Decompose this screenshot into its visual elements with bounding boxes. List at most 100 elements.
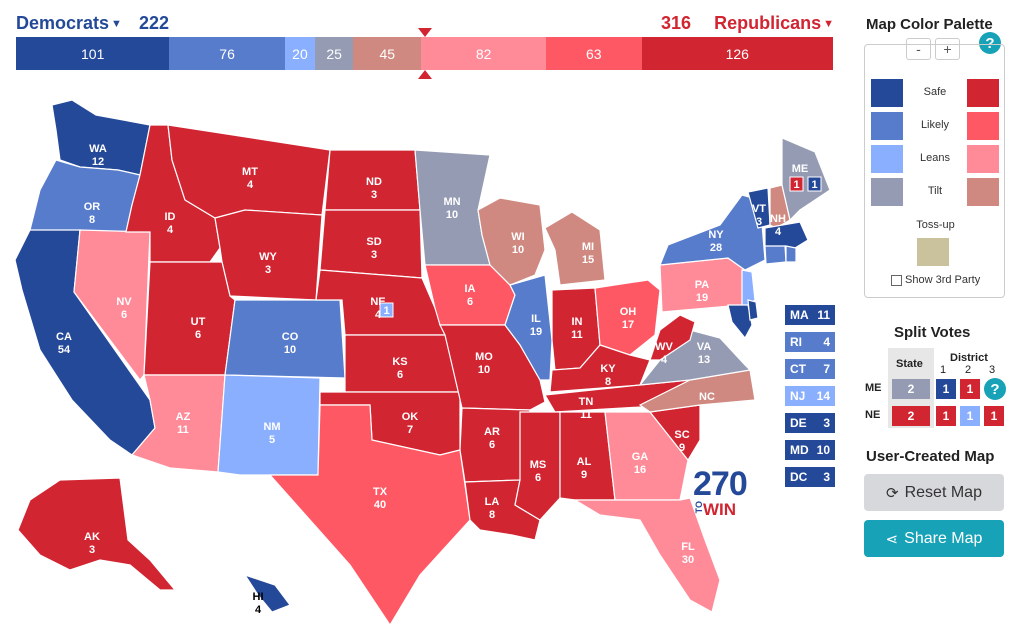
small-state-votes: 10 bbox=[816, 443, 830, 457]
small-state-votes: 3 bbox=[823, 470, 830, 484]
state-nj[interactable] bbox=[741, 269, 756, 312]
swatch-safe-dem[interactable] bbox=[871, 79, 903, 107]
state-label-tx: TX 40 bbox=[373, 486, 388, 511]
swatch-safe-rep[interactable] bbox=[967, 79, 999, 107]
me-state-votes[interactable]: 2 bbox=[892, 379, 930, 399]
share-map-button[interactable]: ⋖ Share Map bbox=[864, 520, 1004, 557]
republicans-total: 316 bbox=[661, 13, 692, 33]
state-or[interactable] bbox=[29, 159, 141, 233]
split-help-icon[interactable]: ? bbox=[984, 378, 1006, 400]
republicans-header[interactable]: 316 Republicans ▼ bbox=[661, 13, 834, 34]
democrats-total: 222 bbox=[138, 13, 169, 33]
ne-district-box[interactable] bbox=[379, 302, 394, 318]
state-ny[interactable] bbox=[659, 194, 766, 271]
state-ak[interactable] bbox=[17, 477, 177, 591]
state-label-mo: MO 10 bbox=[475, 351, 493, 376]
palette-row-leans: Leans bbox=[871, 145, 999, 173]
tally-segment: 76 bbox=[169, 37, 285, 70]
democrats-label[interactable]: Democrats bbox=[16, 13, 110, 33]
share-icon: ⋖ bbox=[885, 530, 899, 548]
ne-district-2[interactable]: 1 bbox=[960, 406, 980, 426]
state-column-header-bg bbox=[888, 348, 934, 376]
state-ri[interactable] bbox=[785, 245, 797, 263]
state-label-va: VA 13 bbox=[697, 341, 712, 366]
me-district-box-rep[interactable] bbox=[789, 176, 804, 192]
state-mi[interactable] bbox=[544, 211, 606, 286]
zoom-in-button[interactable]: + bbox=[935, 38, 960, 60]
me-district-2[interactable]: 1 bbox=[960, 379, 980, 399]
tally-segment: 45 bbox=[353, 37, 422, 70]
swatch-tilt-dem[interactable] bbox=[871, 178, 903, 206]
state-ut[interactable] bbox=[143, 261, 236, 376]
checkbox-icon[interactable] bbox=[891, 274, 902, 286]
state-label-wy: WY 3 bbox=[259, 251, 277, 276]
state-ma[interactable] bbox=[764, 221, 809, 249]
tally-segment: 63 bbox=[545, 37, 642, 70]
state-label-in: IN 11 bbox=[571, 316, 583, 341]
small-state-ma[interactable]: MA 11 bbox=[785, 305, 835, 325]
state-label-il: IL 19 bbox=[530, 313, 542, 338]
state-label-ny: NY 28 bbox=[708, 229, 724, 254]
state-label-wv: WV 4 bbox=[655, 341, 673, 366]
state-de[interactable] bbox=[747, 299, 759, 321]
state-wi[interactable] bbox=[477, 197, 546, 286]
show-third-party-checkbox[interactable]: Show 3rd Party bbox=[891, 274, 980, 286]
me-district-box-dem-label: 1 bbox=[811, 179, 817, 191]
state-label-ut: UT 6 bbox=[191, 316, 206, 341]
tally-segment: 101 bbox=[16, 37, 170, 70]
state-label-nh: NH 4 bbox=[770, 213, 786, 238]
republicans-label[interactable]: Republicans bbox=[714, 13, 822, 33]
small-state-dc[interactable]: DC 3 bbox=[785, 467, 835, 487]
ne-district-1[interactable]: 1 bbox=[936, 406, 956, 426]
ne-state-votes[interactable]: 2 bbox=[892, 406, 930, 426]
swatch-leans-rep[interactable] bbox=[967, 145, 999, 173]
state-label-hi: HI 4 bbox=[253, 591, 264, 616]
swatch-tilt-rep[interactable] bbox=[967, 178, 999, 206]
democrats-header[interactable]: Democrats ▼ 222 bbox=[16, 13, 169, 34]
palette-help-icon[interactable]: ? bbox=[979, 32, 1001, 54]
small-state-ct[interactable]: CT 7 bbox=[785, 359, 835, 379]
small-state-abbr: CT bbox=[790, 362, 806, 376]
state-wv[interactable] bbox=[649, 314, 696, 361]
zoom-out-button[interactable]: - bbox=[906, 38, 931, 60]
us-electoral-map: WA 12 OR 8 CA 54 NV 6 ID 4 MT 4 WY 3 UT 6 AZ 11 CO 10 NM 5 ND 3… bbox=[14, 99, 831, 627]
state-fl[interactable] bbox=[572, 497, 721, 613]
state-hi[interactable] bbox=[243, 573, 291, 613]
swatch-tossup[interactable] bbox=[917, 238, 949, 266]
ne-district-box-label: 1 bbox=[383, 305, 389, 317]
state-ct[interactable] bbox=[764, 245, 787, 265]
swatch-leans-dem[interactable] bbox=[871, 145, 903, 173]
small-state-nj[interactable]: NJ 14 bbox=[785, 386, 835, 406]
small-state-ri[interactable]: RI 4 bbox=[785, 332, 835, 352]
me-row-label: ME bbox=[865, 382, 882, 394]
state-nh[interactable] bbox=[769, 184, 791, 229]
state-column-header: State bbox=[896, 358, 923, 370]
caret-down-icon[interactable]: ▼ bbox=[111, 18, 122, 30]
state-tx[interactable] bbox=[268, 404, 471, 627]
state-label-mt: MT 4 bbox=[242, 166, 258, 191]
me-district-box-dem[interactable] bbox=[807, 176, 822, 192]
small-state-md[interactable]: MD 10 bbox=[785, 440, 835, 460]
state-wy[interactable] bbox=[214, 209, 323, 301]
state-md[interactable] bbox=[727, 304, 753, 340]
caret-down-icon[interactable]: ▼ bbox=[823, 18, 834, 30]
state-me[interactable] bbox=[781, 137, 831, 222]
me-district-1[interactable]: 1 bbox=[936, 379, 956, 399]
split-votes-title: Split Votes bbox=[894, 324, 971, 341]
state-label-ks: KS 6 bbox=[392, 356, 407, 381]
state-ky[interactable] bbox=[549, 344, 651, 393]
swatch-likely-dem[interactable] bbox=[871, 112, 903, 140]
reset-map-button[interactable]: ⟳ Reset Map bbox=[864, 474, 1004, 511]
state-co[interactable] bbox=[224, 299, 346, 379]
state-label-ky: KY 8 bbox=[600, 363, 616, 388]
swatch-likely-rep[interactable] bbox=[967, 112, 999, 140]
state-il[interactable] bbox=[504, 274, 553, 381]
small-state-abbr: MA bbox=[790, 308, 809, 322]
ne-district-3[interactable]: 1 bbox=[984, 406, 1004, 426]
refresh-icon: ⟳ bbox=[886, 484, 899, 502]
palette-title: Map Color Palette bbox=[866, 16, 993, 33]
state-label-or: OR 8 bbox=[84, 201, 101, 226]
state-label-al: AL 9 bbox=[577, 456, 592, 481]
small-state-de[interactable]: DE 3 bbox=[785, 413, 835, 433]
